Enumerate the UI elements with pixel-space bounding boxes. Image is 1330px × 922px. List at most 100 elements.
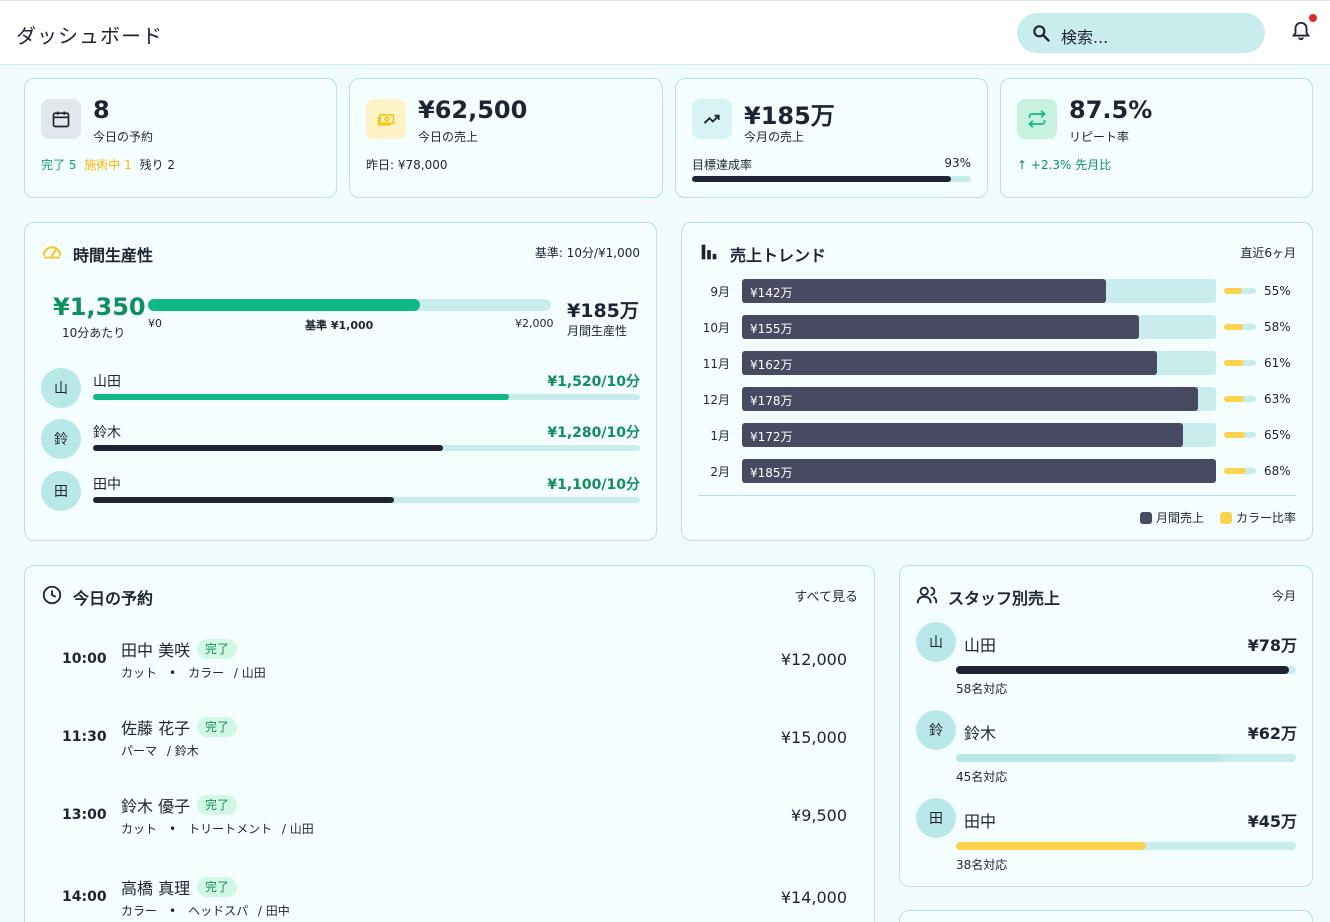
avatar: 山 [41, 368, 81, 408]
appointment-row[interactable]: 14:00 高橋 真理 完了 カラー • ヘッドスパ / 田中 ¥14,000 [41, 868, 859, 922]
color-ratio-pct: 55% [1264, 284, 1291, 298]
customer-count: 45名対応 [956, 770, 1008, 784]
color-ratio-bar [1224, 396, 1245, 402]
goal-pct: 93% [944, 156, 971, 170]
avatar: 田 [916, 798, 956, 838]
appointment-price: ¥9,500 [791, 806, 847, 825]
staff-sales-fill [956, 754, 1222, 762]
staff-rate: ¥1,520/10分 [547, 374, 640, 390]
legend-item-sales: 月間売上 [1139, 509, 1204, 526]
sales-bar [742, 387, 1199, 411]
color-ratio-track [1224, 288, 1256, 294]
stat-label: リピート率 [1069, 130, 1130, 144]
month-label: 12月 [702, 393, 730, 407]
color-ratio-pct: 68% [1264, 464, 1291, 478]
stat-card-today-sales: ¥62,500 今日の売上 昨日: ¥78,000 [349, 78, 663, 198]
avatar: 山 [916, 622, 956, 662]
monthly-productivity-sub: 月間生産性 [567, 324, 628, 338]
staff-name: 鈴木 [964, 724, 997, 743]
sales-trend-panel: 売上トレンド 直近6ヶ月 9月 ¥142万 55% 10月 ¥155万 58% 11月 ¥16… [681, 222, 1313, 541]
avatar: 鈴 [916, 710, 956, 750]
month-label: 9月 [710, 285, 730, 299]
search-input[interactable]: 検索... [1061, 28, 1109, 47]
stat-card-repeat: 87.5% リピート率 ↑ +2.3% 先月比 [1000, 78, 1313, 198]
trend-row: 9月 ¥142万 55% [698, 279, 1291, 303]
productivity-staff-row: 田 田中 ¥1,100/10分 [41, 471, 640, 511]
sales-bar-label: ¥178万 [750, 394, 793, 408]
app-header: ダッシュボード 検索... [0, 0, 1330, 65]
clock-icon [42, 585, 62, 605]
productivity-bar [148, 299, 551, 311]
stat-value: 87.5% [1069, 96, 1153, 124]
staff-sales-bar [956, 666, 1296, 674]
service-line: カラー • ヘッドスパ / 田中 [121, 904, 290, 918]
appointments-panel: 今日の予約 すべて見る 10:00 田中 美咲 完了 カット • カラー / 山… [24, 565, 875, 922]
customer-name: 高橋 真理 [121, 879, 191, 898]
color-ratio-pct: 58% [1264, 320, 1291, 334]
goal-row: 目標達成率 93% [692, 156, 971, 173]
tick-max: ¥2,000 [515, 317, 554, 330]
staff-rate-fill [93, 497, 394, 503]
bell-icon[interactable] [1290, 20, 1312, 42]
color-ratio-track [1224, 432, 1256, 438]
color-ratio-pct: 65% [1264, 428, 1291, 442]
staff-name: 田中 [93, 477, 121, 493]
see-all-link[interactable]: すべて見る [794, 590, 858, 605]
staff-rate-fill [93, 394, 509, 400]
productivity-value: ¥1,350 [53, 293, 146, 321]
sales-bar [742, 315, 1140, 339]
appointment-row[interactable]: 11:30 佐藤 花子 完了 パーマ / 鈴木 ¥15,000 [41, 708, 859, 768]
appointment-time: 10:00 [62, 651, 107, 667]
sales-bar-track: ¥142万 [742, 279, 1216, 303]
color-ratio-bar [1224, 324, 1243, 330]
month-label: 1月 [710, 429, 730, 443]
search-box[interactable]: 検索... [1017, 13, 1265, 53]
color-ratio-track [1224, 360, 1256, 366]
status-badge: 完了 [197, 795, 238, 815]
bar-chart-icon [701, 244, 717, 260]
staff-amount: ¥45万 [1247, 812, 1297, 831]
sales-bar-label: ¥185万 [750, 466, 793, 480]
sales-bar-track: ¥172万 [742, 423, 1216, 447]
customer-count: 38名対応 [956, 858, 1008, 872]
color-ratio-pct: 61% [1264, 356, 1291, 370]
appointment-row[interactable]: 10:00 田中 美咲 完了 カット • カラー / 山田 ¥12,000 [41, 630, 859, 690]
staff-amount: ¥78万 [1247, 636, 1297, 655]
goal-progress-fill [692, 176, 952, 182]
speedometer-icon [42, 246, 62, 259]
goal-label: 目標達成率 [692, 158, 753, 172]
staff-rate-bar [93, 445, 640, 451]
color-ratio-bar [1224, 288, 1242, 294]
month-label: 10月 [702, 321, 730, 335]
stat-label: 今日の予約 [93, 130, 154, 144]
appointment-price: ¥15,000 [780, 728, 847, 747]
tick-mid: 基準 ¥1,000 [305, 319, 374, 332]
done-count: 完了 5 [41, 158, 77, 172]
appointment-price: ¥12,000 [780, 650, 847, 669]
appointment-breakdown: 完了 5 施術中 1 残り 2 [41, 156, 175, 173]
stat-label: 今月の売上 [744, 130, 805, 144]
sales-bar-track: ¥185万 [742, 459, 1216, 483]
productivity-baseline: 基準: 10分/¥1,000 [534, 246, 640, 260]
appointment-row[interactable]: 13:00 鈴木 優子 完了 カット • トリートメント / 山田 ¥9,500 [41, 786, 859, 846]
staff-name: 山田 [93, 374, 121, 390]
legend-swatch [1219, 511, 1232, 524]
in-progress-count: 施術中 1 [84, 158, 132, 172]
color-ratio-track [1224, 396, 1256, 402]
sales-bar-track: ¥162万 [742, 351, 1216, 375]
trend-divider [698, 495, 1296, 496]
stat-label: 今日の売上 [418, 130, 479, 144]
monthly-productivity-value: ¥185万 [567, 300, 639, 322]
stat-value: ¥185万 [744, 102, 835, 130]
sales-bar-track: ¥155万 [742, 315, 1216, 339]
customer-count: 58名対応 [956, 682, 1008, 696]
staff-name: 山田 [964, 636, 997, 655]
staff-sales-row: 山 山田 ¥78万 58名対応 [916, 622, 1297, 698]
month-label: 11月 [702, 357, 730, 371]
yesterday-sales: 昨日: ¥78,000 [366, 158, 448, 172]
remaining-count: 残り 2 [139, 158, 176, 172]
staff-rate: ¥1,280/10分 [547, 425, 640, 441]
users-icon [916, 586, 938, 604]
staff-sales-bar [956, 842, 1296, 850]
calendar-icon [52, 111, 70, 128]
